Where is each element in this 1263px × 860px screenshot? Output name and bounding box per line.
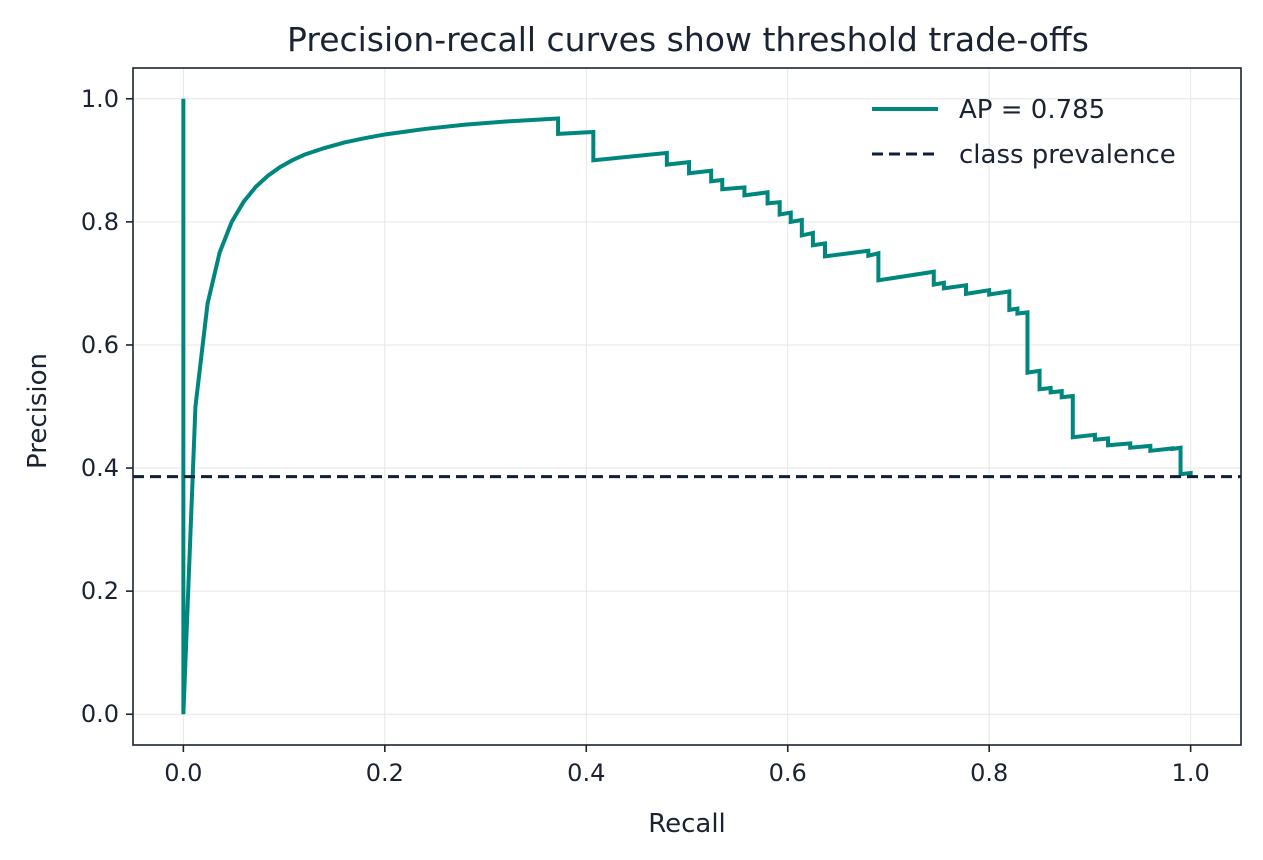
series-line-0-pr-curve: [181, 98, 1193, 715]
legend-label-prevalence: class prevalence: [959, 140, 1176, 170]
y-tick-label-3: 0.6: [81, 331, 119, 359]
grid: [133, 68, 1241, 745]
x-tick-label-2: 0.4: [567, 759, 605, 787]
x-axis: 0.0 0.2 0.4 0.6 0.8 1.0: [164, 745, 1210, 787]
legend-label-ap: AP = 0.785: [959, 95, 1105, 125]
y-tick-label-1: 0.2: [81, 577, 119, 605]
plot-frame: [132, 67, 1242, 746]
x-tick-label-1: 0.2: [366, 759, 404, 787]
x-axis-label: Recall: [648, 809, 726, 839]
y-tick-label-4: 0.8: [81, 208, 119, 236]
y-tick-label-0: 0.0: [81, 700, 119, 728]
x-tick-label-4: 0.8: [970, 759, 1008, 787]
y-tick-label-2: 0.4: [81, 454, 119, 482]
series-layer: [133, 98, 1241, 715]
x-tick-label-0: 0.0: [164, 759, 202, 787]
y-axis-label: Precision: [23, 353, 53, 469]
x-tick-label-5: 1.0: [1172, 759, 1210, 787]
x-tick-label-3: 0.6: [769, 759, 807, 787]
chart-title: Precision-recall curves show threshold t…: [287, 20, 1089, 59]
legend: AP = 0.785 class prevalence: [872, 95, 1176, 170]
y-axis: 0.0 0.2 0.4 0.6 0.8 1.0: [81, 85, 133, 728]
y-tick-label-5: 1.0: [81, 85, 119, 113]
